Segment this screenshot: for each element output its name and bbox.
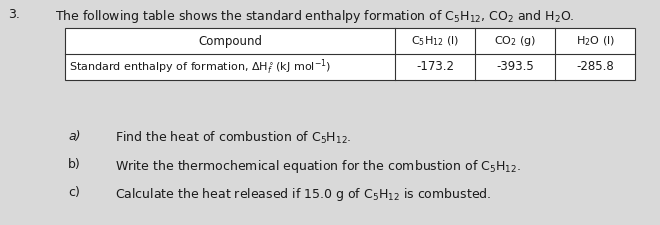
Text: -393.5: -393.5 [496, 61, 534, 74]
Text: Compound: Compound [198, 34, 262, 47]
Text: H$_2$O (l): H$_2$O (l) [576, 34, 614, 48]
Text: Find the heat of combustion of C$_5$H$_{12}$.: Find the heat of combustion of C$_5$H$_{… [115, 130, 352, 146]
Text: c): c) [68, 186, 80, 199]
Text: -285.8: -285.8 [576, 61, 614, 74]
Text: The following table shows the standard enthalpy formation of C$_5$H$_{12}$, CO$_: The following table shows the standard e… [55, 8, 574, 25]
Text: b): b) [68, 158, 81, 171]
Text: 3.: 3. [8, 8, 20, 21]
Text: -173.2: -173.2 [416, 61, 454, 74]
Text: a): a) [68, 130, 81, 143]
Bar [65, 28, 635, 80]
Text: Calculate the heat released if 15.0 g of C$_5$H$_{12}$ is combusted.: Calculate the heat released if 15.0 g of… [115, 186, 491, 203]
Text: Standard enthalpy of formation, $\Delta$H$^\circ_f$(kJ mol$^{-1}$): Standard enthalpy of formation, $\Delta$… [69, 57, 331, 77]
Text: CO$_2$ (g): CO$_2$ (g) [494, 34, 536, 48]
Text: C$_5$H$_{12}$ (l): C$_5$H$_{12}$ (l) [411, 34, 459, 48]
Text: Write the thermochemical equation for the combustion of C$_5$H$_{12}$.: Write the thermochemical equation for th… [115, 158, 521, 175]
